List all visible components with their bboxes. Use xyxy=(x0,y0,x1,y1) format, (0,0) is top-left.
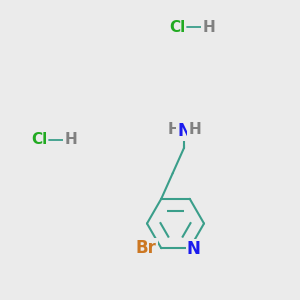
Text: H: H xyxy=(64,132,77,147)
Text: H: H xyxy=(188,122,201,137)
Text: N: N xyxy=(177,122,191,140)
Text: Cl: Cl xyxy=(169,20,186,34)
Text: H: H xyxy=(202,20,215,34)
Text: H: H xyxy=(167,122,180,137)
Text: Br: Br xyxy=(136,238,157,256)
Text: N: N xyxy=(186,240,200,258)
Text: Cl: Cl xyxy=(32,132,48,147)
